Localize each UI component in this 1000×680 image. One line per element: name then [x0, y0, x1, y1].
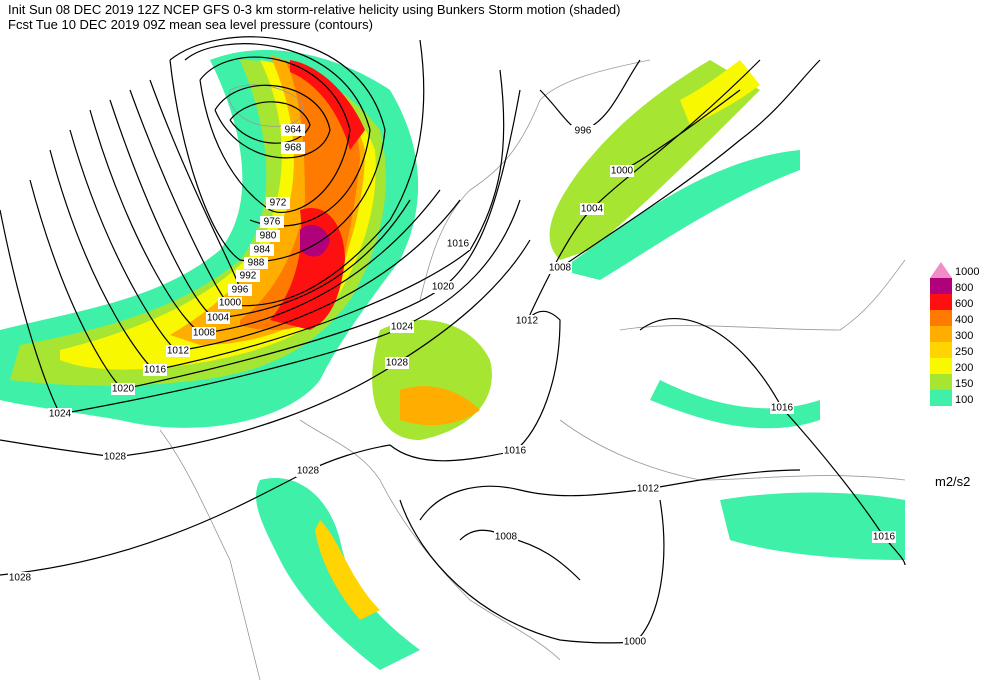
label-background: [236, 270, 260, 282]
contour-label: 1016: [873, 532, 896, 543]
label-background: [206, 312, 230, 324]
contour-label: 1004: [207, 313, 230, 324]
legend-swatch: [930, 294, 952, 310]
contour-label: 992: [240, 271, 257, 282]
contour-label: 1028: [386, 358, 409, 369]
legend-label: 400: [955, 314, 973, 326]
contour-label: 1012: [637, 484, 660, 495]
contour-labels: 9649689729769809849889929961000100410081…: [8, 124, 896, 648]
label-background: [143, 364, 167, 376]
legend-label: 200: [955, 362, 973, 374]
contour-label: 964: [285, 125, 302, 136]
contour-label: 1024: [391, 322, 414, 333]
label-background: [390, 321, 414, 333]
header-line: Init Sun 08 DEC 2019 12Z NCEP GFS 0-3 km…: [8, 2, 620, 17]
legend-label: 600: [955, 298, 973, 310]
contour-label: 996: [575, 126, 592, 137]
header: Init Sun 08 DEC 2019 12Z NCEP GFS 0-3 km…: [8, 2, 620, 32]
contour-label: 1000: [219, 298, 242, 309]
label-background: [515, 315, 539, 327]
label-background: [103, 451, 127, 463]
label-background: [636, 483, 660, 495]
label-background: [610, 165, 634, 177]
contour-label: 1008: [495, 532, 518, 543]
legend-label: 150: [955, 378, 973, 390]
legend-swatch: [930, 278, 952, 294]
label-background: [580, 203, 604, 215]
contour-label: 1008: [549, 263, 572, 274]
label-background: [872, 531, 896, 543]
legend-swatch: [930, 326, 952, 342]
contour-label: 976: [264, 217, 281, 228]
contour-label: 1012: [167, 346, 190, 357]
legend-unit: m2/s2: [935, 474, 970, 489]
contour-label: 1016: [771, 403, 794, 414]
label-background: [192, 327, 216, 339]
contour-label: 980: [260, 231, 277, 242]
contour-label: 1000: [611, 166, 634, 177]
legend: m2/s2 1000 800 600 400 300 250 200 150 100: [930, 262, 979, 489]
legend-label: 100: [955, 394, 973, 406]
label-background: [8, 572, 32, 584]
legend-swatch: [930, 342, 952, 358]
contour-label: 1016: [504, 446, 527, 457]
contour-label: 972: [270, 198, 287, 209]
legend-label: 300: [955, 330, 973, 342]
label-background: [296, 465, 320, 477]
contour-label: 1008: [193, 328, 216, 339]
contour-label: 1016: [144, 365, 167, 376]
legend-swatch: [930, 358, 952, 374]
label-background: [503, 445, 527, 457]
label-background: [244, 257, 268, 269]
label-background: [166, 345, 190, 357]
label-background: [260, 216, 284, 228]
contour-label: 1004: [581, 204, 604, 215]
contour-label: 988: [248, 258, 265, 269]
legend-swatch: [930, 310, 952, 326]
contour-label: 984: [254, 245, 271, 256]
contour-label: 1028: [9, 573, 32, 584]
label-background: [623, 636, 647, 648]
contour-label: 1024: [49, 409, 72, 420]
contour-label: 996: [232, 285, 249, 296]
label-background: [266, 197, 290, 209]
label-background: [281, 142, 305, 154]
legend-label: 250: [955, 346, 973, 358]
label-background: [228, 284, 252, 296]
legend-swatch: [930, 390, 952, 406]
header-line: Fcst Tue 10 DEC 2019 09Z mean sea level …: [8, 17, 373, 32]
label-background: [250, 244, 274, 256]
label-background: [548, 262, 572, 274]
label-background: [446, 238, 470, 250]
label-background: [770, 402, 794, 414]
legend-swatch: [930, 262, 952, 278]
label-background: [431, 281, 455, 293]
label-background: [111, 383, 135, 395]
contour-label: 968: [285, 143, 302, 154]
contour-label: 1012: [516, 316, 539, 327]
label-background: [494, 531, 518, 543]
contour-label: 1028: [297, 466, 320, 477]
label-background: [571, 125, 595, 137]
legend-label: 1000: [955, 266, 979, 278]
contour-label: 1000: [624, 637, 647, 648]
label-background: [256, 230, 280, 242]
label-background: [281, 124, 305, 136]
legend-swatch: [930, 374, 952, 390]
contour-label: 1016: [447, 239, 470, 250]
label-background: [218, 297, 242, 309]
label-background: [48, 408, 72, 420]
legend-label: 800: [955, 282, 973, 294]
contour-label: 1020: [112, 384, 135, 395]
contour-label: 1020: [432, 282, 455, 293]
label-background: [385, 357, 409, 369]
contour-label: 1028: [104, 452, 127, 463]
